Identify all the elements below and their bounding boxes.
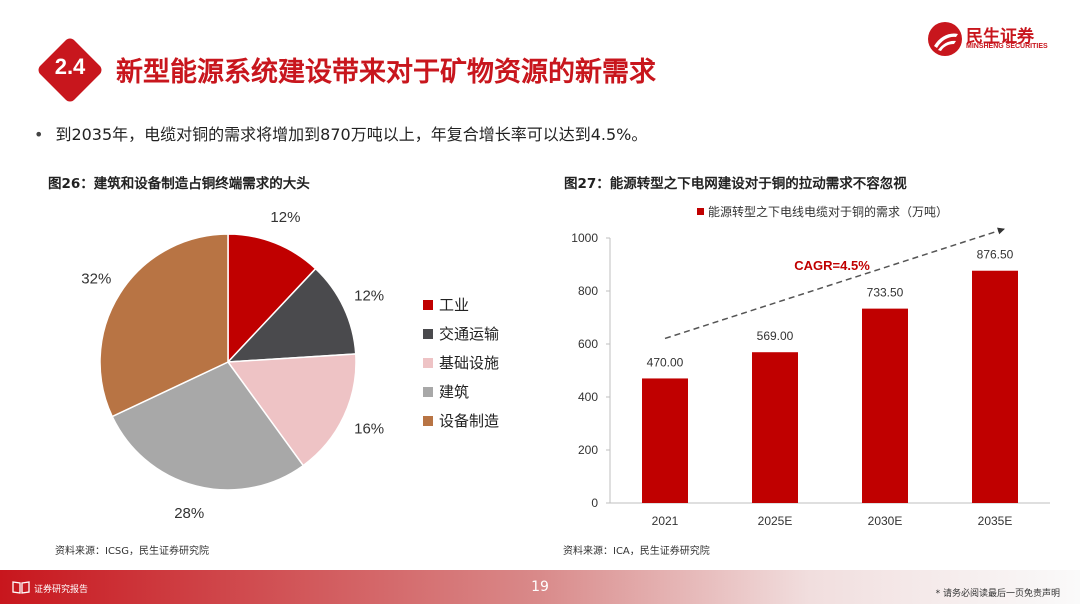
- page-number: 19: [531, 579, 549, 595]
- pie-label-4: 28%: [174, 505, 204, 522]
- bar-value-label: 569.00: [757, 329, 794, 343]
- y-tick-label: 800: [578, 284, 598, 298]
- bar-legend-swatch: [697, 208, 704, 215]
- legend-swatch: [423, 386, 433, 397]
- x-tick-label: 2021: [652, 514, 679, 528]
- pie-slice-1: [227, 233, 317, 364]
- bar-2025E: [752, 352, 798, 503]
- legend-label: 建筑: [439, 383, 470, 401]
- legend-swatch: [423, 415, 433, 426]
- legend-label: 交通运输: [439, 325, 500, 343]
- bar-chart: 能源转型之下电线电缆对于铜的需求（万吨） 0 200 400 600 800 1000 470…: [571, 204, 1050, 528]
- y-tick-label: 1000: [571, 231, 598, 245]
- logo-icon: [928, 22, 962, 56]
- pie-label-3: 16%: [354, 420, 384, 437]
- pie-label-5: 32%: [81, 270, 111, 287]
- legend-label: 工业: [439, 296, 470, 314]
- legend-label: 设备制造: [439, 412, 500, 430]
- pie-legend-item: 设备制造: [423, 410, 499, 431]
- pie-label-1: 12%: [270, 209, 300, 226]
- disclaimer-note: * 请务必阅读最后一页免责声明: [935, 589, 1060, 599]
- figure-left-title: 图26：建筑和设备制造占铜终端需求的大头: [48, 176, 310, 192]
- logo-text-en: MINSHENG SECURITIES: [966, 43, 1048, 50]
- pie-slice-2: [226, 267, 357, 363]
- cagr-annotation: CAGR=4.5%: [794, 258, 870, 273]
- figure-left-source: 资料来源：ICSG，民生证券研究院: [55, 546, 210, 557]
- page-title: 新型能源系统建设带来对于矿物资源的新需求: [116, 57, 656, 88]
- logo-swoosh-icon: [934, 33, 958, 51]
- pie-slice-5: [99, 233, 229, 418]
- y-tick-label: 200: [578, 443, 598, 457]
- figure-right-title: 图27：能源转型之下电网建设对于铜的拉动需求不容忽视: [564, 176, 907, 192]
- pie-slice-4: [111, 361, 305, 491]
- bar-value-label: 470.00: [647, 355, 684, 369]
- footer-bar: [0, 570, 1080, 604]
- pie-legend-item: 建筑: [423, 381, 469, 402]
- bar-2021: [642, 378, 688, 503]
- pie-legend-item: 工业: [423, 294, 469, 315]
- bullet-point: • 到2035年，电缆对铜的需求将增加到870万吨以上，年复合增长率可以达到4.5…: [34, 121, 647, 145]
- legend-swatch: [423, 299, 433, 310]
- legend-swatch: [423, 357, 433, 368]
- bar-value-label: 733.50: [867, 286, 904, 300]
- bullet-dot-icon: •: [34, 125, 44, 144]
- y-tick-label: 600: [578, 337, 598, 351]
- footer-label: 证券研究报告: [34, 585, 89, 595]
- pie-legend-item: 交通运输: [423, 323, 499, 344]
- x-tick-label: 2030E: [868, 514, 903, 528]
- bar-value-label: 876.50: [977, 248, 1014, 262]
- logo-text-cn: 民生证券: [966, 27, 1034, 47]
- pie-label-2: 12%: [354, 288, 384, 305]
- bar-2030E: [862, 308, 908, 503]
- legend-swatch: [423, 328, 433, 339]
- y-tick-label: 400: [578, 390, 598, 404]
- book-icon: [12, 581, 30, 594]
- y-tick-label: 0: [591, 496, 598, 510]
- pie-chart: 12% 12% 16% 28% 32%: [81, 209, 384, 522]
- section-number: 2.4: [54, 54, 86, 79]
- figure-right-source: 资料来源：ICA，民生证券研究院: [563, 546, 710, 557]
- bullet-text: 到2035年，电缆对铜的需求将增加到870万吨以上，年复合增长率可以达到4.5%…: [55, 125, 648, 144]
- trend-arrow-line: [664, 228, 1006, 340]
- bar-2035E: [972, 270, 1018, 503]
- x-tick-label: 2035E: [978, 514, 1013, 528]
- pie-slice-3: [226, 353, 357, 467]
- bar-legend-label: 能源转型之下电线电缆对于铜的需求（万吨）: [708, 204, 948, 219]
- legend-label: 基础设施: [439, 354, 500, 372]
- x-tick-label: 2025E: [758, 514, 793, 528]
- pie-legend-item: 基础设施: [423, 352, 499, 373]
- arrow-head-icon: [997, 227, 1005, 235]
